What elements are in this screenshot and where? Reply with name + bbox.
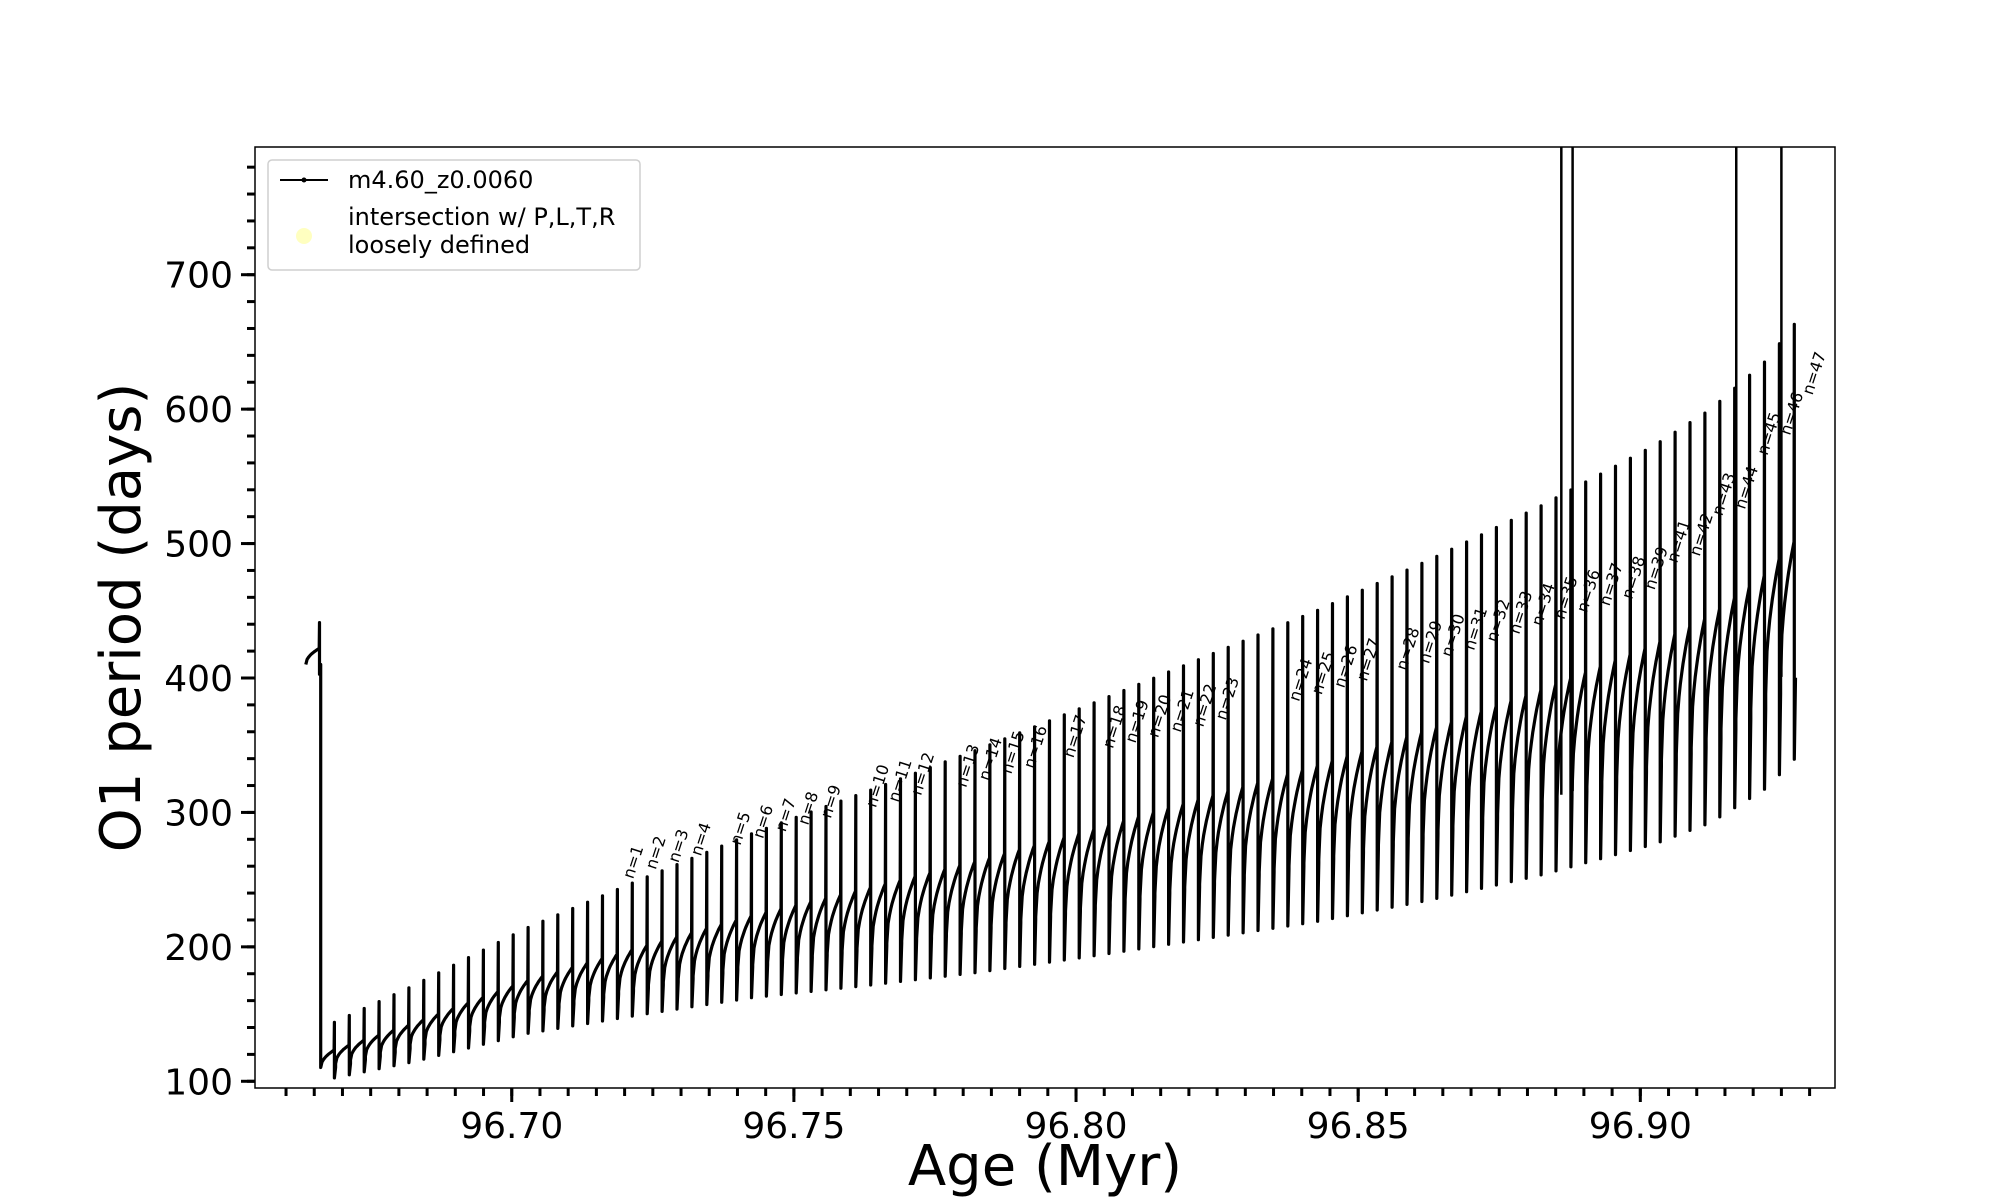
y-tick-label: 200 (164, 928, 233, 969)
x-tick-label: 96.70 (460, 1106, 563, 1147)
plot-frame (254, 146, 1836, 1089)
legend-dot-icon (301, 177, 307, 183)
y-tick-label: 600 (164, 390, 233, 431)
pulse-label: n=4 (687, 820, 715, 858)
plot-area: n=1n=2n=3n=4 n=5n=6n=7n=8n=9 n=10n=11n=12 n… (304, 147, 1830, 1080)
legend-box (267, 159, 641, 271)
series-line (304, 322, 1798, 1080)
y-tick-label: 700 (164, 256, 233, 297)
y-axis-label: O1 period (days) (89, 383, 154, 853)
legend-label: intersection w/ P,L,T,R (348, 203, 615, 231)
legend-label: m4.60_z0.0060 (348, 166, 533, 194)
x-tick-label: 96.90 (1589, 1106, 1692, 1147)
y-tick-label: 400 (164, 659, 233, 700)
legend-circle-icon (296, 228, 312, 244)
pulse-label: n=47 (1798, 349, 1830, 397)
x-tick-label: 96.75 (742, 1106, 845, 1147)
x-axis-label: Age (Myr) (908, 1134, 1182, 1199)
legend-label: loosely defined (348, 231, 530, 259)
y-tick-label: 100 (164, 1062, 233, 1103)
legend: m4.60_z0.0060 intersection w/ P,L,T,Rloos… (267, 159, 641, 271)
x-tick-label: 96.80 (1025, 1106, 1128, 1147)
x-tick-label: 96.85 (1307, 1106, 1410, 1147)
y-tick-label: 300 (164, 793, 233, 834)
axes: 96.70 96.75 96.80 96.85 96.90 100 200 300 400 500… (164, 146, 1836, 1147)
y-tick-label: 500 (164, 525, 233, 566)
